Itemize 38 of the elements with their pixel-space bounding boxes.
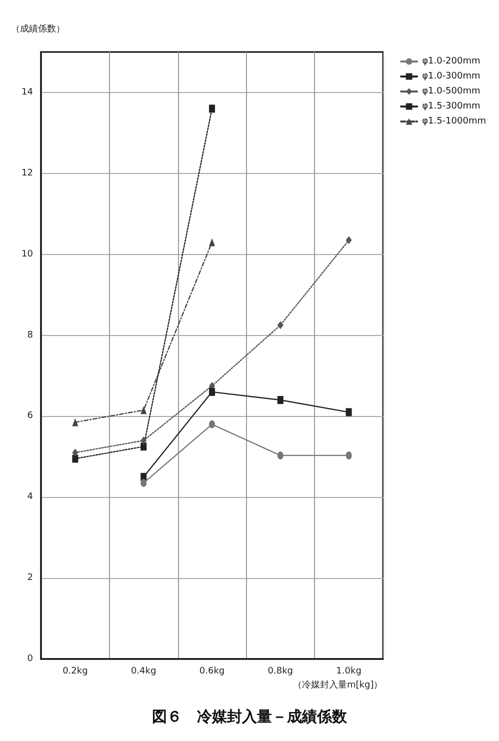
x-tick-label: 0.8kg [268, 666, 294, 676]
point [209, 420, 215, 428]
x-tick-label: 0.4kg [130, 666, 156, 676]
point [346, 236, 352, 244]
legend-label: φ1.0-300mm [422, 72, 480, 82]
point [140, 406, 147, 414]
point [72, 418, 78, 426]
point [209, 104, 215, 113]
point [277, 396, 284, 404]
point [72, 448, 78, 457]
point [277, 321, 284, 330]
y-tick-label: 6 [27, 411, 34, 422]
legend-label: φ1.5-300mm [422, 102, 480, 112]
point [140, 442, 147, 451]
legend-label: φ1.5-1000mm [422, 116, 486, 126]
x-tick-label: 0.6kg [199, 666, 225, 676]
point [346, 408, 352, 416]
point [346, 451, 352, 460]
y-tick-label: 10 [22, 249, 34, 260]
x-axis-title: （冷媒封入量m[kg]） [293, 680, 383, 690]
x-tick-label: 1.0kg [336, 666, 362, 676]
point [277, 451, 284, 460]
point [140, 436, 147, 444]
y-axis-title: （成績係数） [11, 24, 65, 34]
legend-label: φ1.0-200mm [422, 56, 480, 66]
point [72, 454, 78, 463]
y-tick-label: 14 [22, 87, 34, 98]
x-tick-label: 0.2kg [62, 666, 88, 676]
y-tick-label: 12 [22, 168, 33, 178]
point [209, 238, 215, 246]
legend-label: φ1.0-500mm [422, 86, 480, 96]
y-tick-label: 4 [27, 492, 34, 502]
point [209, 388, 215, 396]
text: 図６ 冷媒封入量－成績係数 [152, 708, 348, 726]
y-tick-label: 2 [27, 573, 33, 584]
y-tick-label: 0 [27, 654, 34, 664]
y-tick-label: 8 [27, 330, 34, 340]
point [140, 478, 147, 487]
